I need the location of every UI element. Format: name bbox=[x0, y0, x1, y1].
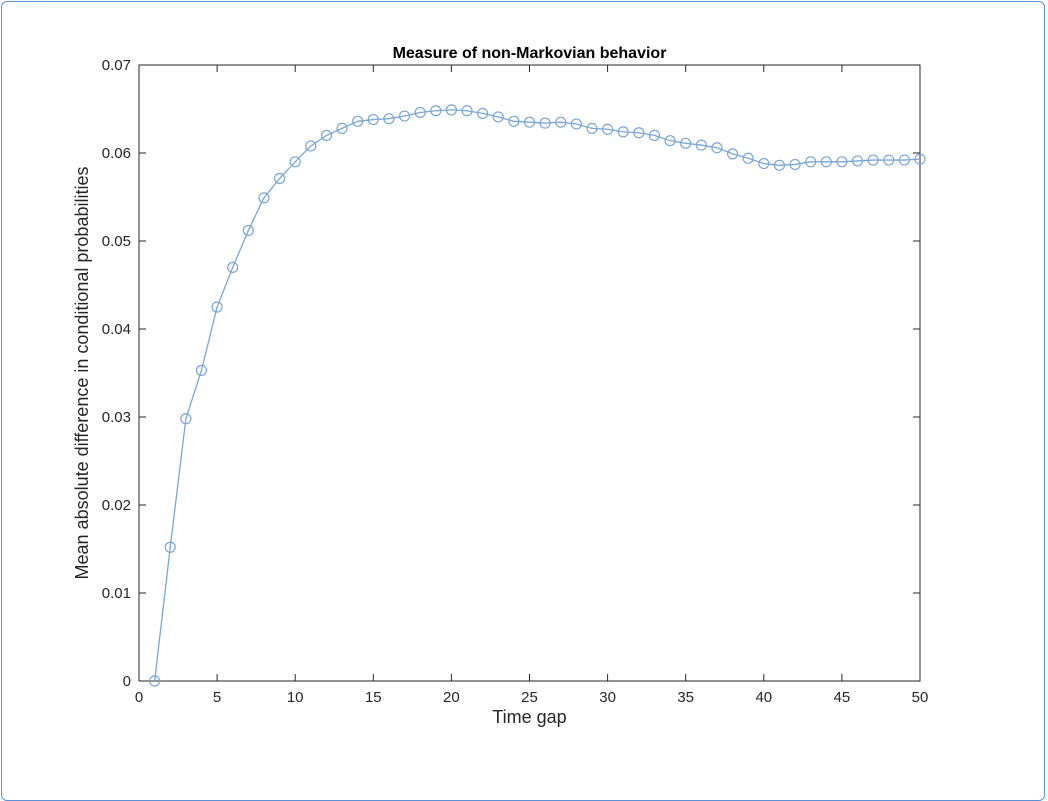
data-point bbox=[492, 111, 504, 123]
series-markers bbox=[149, 104, 926, 687]
y-tick-label: 0.05 bbox=[102, 233, 131, 250]
x-tick-label: 10 bbox=[287, 689, 304, 706]
data-point bbox=[617, 126, 629, 138]
y-tick-label: 0.07 bbox=[102, 57, 131, 74]
data-point bbox=[195, 364, 208, 376]
data-point bbox=[883, 154, 895, 166]
y-tick-label: 0.01 bbox=[102, 585, 131, 602]
line-chart: 0 5 10 15 20 25 30 35 40 45 50 0 0.01 0.02 0.03 0.04 0.… bbox=[72, 45, 929, 727]
series-line bbox=[153, 109, 921, 682]
data-point bbox=[242, 224, 254, 237]
data-point bbox=[758, 157, 770, 170]
data-point bbox=[664, 135, 676, 147]
data-point bbox=[336, 122, 348, 134]
data-point bbox=[914, 153, 926, 165]
data-point bbox=[648, 129, 661, 141]
y-axis-title: Mean absolute difference in conditional … bbox=[72, 167, 92, 580]
data-point bbox=[680, 137, 692, 149]
data-point bbox=[164, 541, 176, 553]
x-tick-label: 45 bbox=[834, 689, 851, 706]
data-point bbox=[898, 154, 910, 166]
data-point bbox=[805, 156, 817, 168]
data-point bbox=[836, 156, 848, 168]
y-tick-label: 0 bbox=[123, 673, 131, 690]
x-tick-label: 20 bbox=[443, 689, 460, 706]
data-point bbox=[601, 123, 614, 135]
x-tick-label: 15 bbox=[365, 689, 382, 706]
data-point bbox=[258, 192, 270, 204]
data-point bbox=[523, 116, 536, 128]
data-point bbox=[149, 675, 161, 687]
data-point bbox=[414, 106, 426, 119]
data-point bbox=[180, 413, 192, 425]
data-point bbox=[711, 142, 723, 154]
data-point bbox=[726, 148, 739, 160]
data-point bbox=[430, 105, 442, 117]
data-point bbox=[633, 127, 645, 139]
data-point bbox=[211, 301, 223, 313]
data-point bbox=[352, 115, 364, 127]
data-point bbox=[367, 113, 379, 126]
x-tick-label: 25 bbox=[521, 689, 538, 706]
x-tick-label: 0 bbox=[135, 689, 143, 706]
x-tick-label: 30 bbox=[599, 689, 616, 706]
data-point bbox=[695, 139, 707, 151]
data-point bbox=[383, 113, 395, 125]
x-tick-label: 35 bbox=[677, 689, 694, 706]
y-tick-label: 0.03 bbox=[102, 409, 131, 426]
x-tick-label: 40 bbox=[755, 689, 772, 706]
y-tick-label: 0.02 bbox=[102, 497, 131, 514]
data-point bbox=[820, 156, 832, 168]
chart-title: Measure of non-Markovian behavior bbox=[393, 45, 667, 62]
x-axis: 0 5 10 15 20 25 30 35 40 45 50 bbox=[135, 65, 929, 706]
y-tick-label: 0.04 bbox=[102, 321, 131, 338]
x-tick-label: 50 bbox=[912, 689, 929, 706]
data-point bbox=[867, 154, 879, 166]
data-point bbox=[789, 158, 801, 171]
data-point bbox=[227, 261, 239, 273]
data-point bbox=[289, 156, 301, 168]
data-point bbox=[586, 122, 598, 134]
data-point bbox=[477, 107, 489, 120]
data-point bbox=[273, 172, 286, 185]
data-point bbox=[539, 117, 551, 129]
data-point bbox=[570, 118, 582, 130]
data-point bbox=[851, 155, 864, 167]
data-point bbox=[773, 159, 786, 171]
y-axis: 0 0.01 0.02 0.03 0.04 0.05 0.06 0.07 bbox=[102, 57, 920, 690]
axes-box bbox=[138, 64, 921, 682]
x-tick-label: 5 bbox=[213, 689, 221, 706]
data-point bbox=[445, 104, 457, 116]
data-point bbox=[508, 115, 520, 127]
data-point bbox=[398, 110, 411, 122]
data-point bbox=[320, 129, 333, 141]
y-tick-label: 0.06 bbox=[102, 145, 131, 162]
data-point bbox=[742, 152, 754, 164]
data-point bbox=[461, 105, 473, 117]
data-point bbox=[305, 140, 317, 152]
x-axis-title: Time gap bbox=[492, 707, 566, 727]
data-point bbox=[555, 116, 567, 128]
